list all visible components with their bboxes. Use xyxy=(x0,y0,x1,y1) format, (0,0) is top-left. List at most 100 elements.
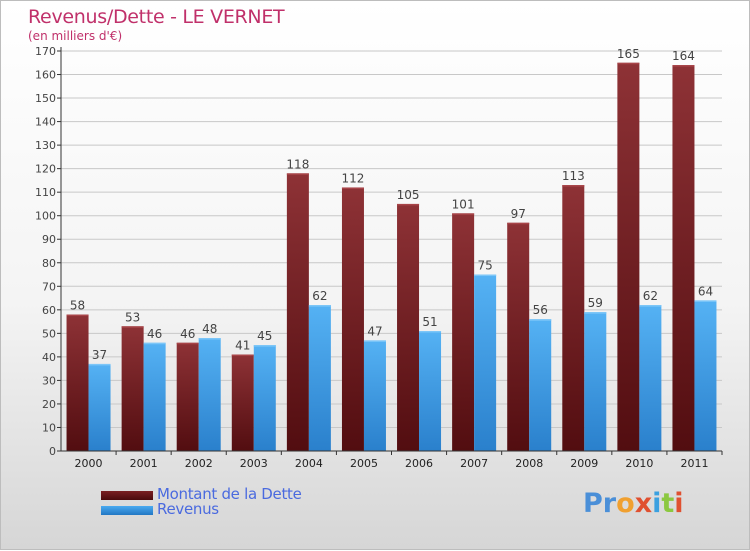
y-tick-label: 90 xyxy=(42,233,56,246)
bar-top-highlight xyxy=(617,62,640,65)
data-label-revenus: 59 xyxy=(588,296,603,310)
bar-top-highlight xyxy=(639,305,662,307)
bar-revenus-2010 xyxy=(639,305,662,451)
bar-revenus-2008 xyxy=(529,319,552,451)
bar-top-highlight xyxy=(176,342,199,345)
bar-revenus-2000 xyxy=(88,363,111,451)
x-tick-label: 2010 xyxy=(625,457,653,470)
x-tick-label: 2011 xyxy=(680,457,708,470)
data-label-revenus: 64 xyxy=(698,284,713,298)
data-label-dette: 165 xyxy=(617,47,640,61)
bar-top-highlight xyxy=(66,314,89,317)
legend-label-dette: Montant de la Dette xyxy=(157,485,302,503)
bar-dette-2000 xyxy=(66,314,89,451)
y-tick-label: 30 xyxy=(42,374,56,387)
y-tick-label: 170 xyxy=(35,45,56,58)
bar-top-highlight xyxy=(341,187,364,189)
data-label-revenus: 48 xyxy=(202,322,217,336)
bar-top-highlight xyxy=(672,65,695,67)
data-labels: 58 37 53 46 46 48 41 45 118 62 112 47 105 51 101 75 97 56… xyxy=(70,47,713,362)
data-label-dette: 112 xyxy=(342,171,365,185)
bar-top-highlight xyxy=(88,363,111,366)
data-label-revenus: 45 xyxy=(257,329,272,343)
bar-revenus-2007 xyxy=(474,274,497,451)
bar-dette-2010 xyxy=(617,62,640,451)
bar-revenus-2011 xyxy=(694,300,717,451)
x-tick-label: 2007 xyxy=(460,457,488,470)
bar-dette-2009 xyxy=(562,185,585,451)
y-tick-label: 40 xyxy=(42,351,56,364)
data-label-revenus: 51 xyxy=(422,315,437,329)
bar-top-highlight xyxy=(419,331,442,333)
y-tick-label: 110 xyxy=(35,186,56,199)
y-tick-label: 20 xyxy=(42,398,56,411)
bar-revenus-2004 xyxy=(308,305,331,451)
x-tick-label: 2004 xyxy=(295,457,323,470)
bar-top-highlight xyxy=(474,274,497,277)
bar-top-highlight xyxy=(584,312,607,314)
y-tick-label: 120 xyxy=(35,163,56,176)
gridlines xyxy=(61,50,722,428)
legend-label-revenus: Revenus xyxy=(157,500,219,518)
bar-dette-2008 xyxy=(507,222,530,451)
chart-title: Revenus/Dette - LE VERNET xyxy=(28,6,285,28)
data-label-revenus: 37 xyxy=(92,348,107,362)
bar-top-highlight xyxy=(529,319,552,321)
y-tick-label: 80 xyxy=(42,257,56,270)
y-tick-label: 70 xyxy=(42,280,56,293)
bar-top-highlight xyxy=(121,326,144,328)
data-label-revenus: 62 xyxy=(643,289,658,303)
bar-dette-2007 xyxy=(452,213,475,451)
bar-dette-2001 xyxy=(121,326,144,451)
data-label-revenus: 47 xyxy=(367,324,382,338)
y-tick-label: 150 xyxy=(35,92,56,105)
bar-revenus-2006 xyxy=(419,331,442,451)
bar-revenus-2009 xyxy=(584,312,607,451)
data-label-dette: 118 xyxy=(286,157,309,171)
bar-revenus-2002 xyxy=(198,338,221,451)
bar-top-highlight xyxy=(363,340,386,342)
x-tick-label: 2009 xyxy=(570,457,598,470)
bar-top-highlight xyxy=(308,305,331,307)
bars xyxy=(66,62,717,451)
bar-revenus-2003 xyxy=(253,345,276,451)
bar-dette-2005 xyxy=(341,187,364,451)
chart-subtitle: (en milliers d'€) xyxy=(28,29,123,43)
y-axis-ticks: 0 10 20 30 40 50 60 70 80 90 100 110 120 130 140 150 160… xyxy=(35,45,61,458)
bar-top-highlight xyxy=(562,185,585,187)
x-tick-label: 2000 xyxy=(75,457,103,470)
data-label-dette: 105 xyxy=(397,188,420,202)
x-tick-label: 2006 xyxy=(405,457,433,470)
bar-top-highlight xyxy=(143,342,166,345)
data-label-dette: 101 xyxy=(452,197,475,211)
x-tick-label: 2003 xyxy=(240,457,268,470)
y-tick-label: 60 xyxy=(42,304,56,317)
legend-swatch-revenus xyxy=(101,506,153,515)
x-tick-label: 2005 xyxy=(350,457,378,470)
x-axis-ticks: 2000 2001 2002 2003 2004 2005 2006 2007 2008 2009… xyxy=(75,451,723,470)
bar-top-highlight xyxy=(507,222,530,225)
data-label-dette: 164 xyxy=(672,49,695,63)
bar-dette-2002 xyxy=(176,342,199,451)
y-tick-label: 10 xyxy=(42,421,56,434)
bar-top-highlight xyxy=(198,338,221,340)
data-label-revenus: 75 xyxy=(477,259,492,273)
proxiti-logo: Proxiti xyxy=(583,488,684,519)
y-tick-label: 130 xyxy=(35,139,56,152)
bar-top-highlight xyxy=(452,213,475,215)
data-label-dette: 97 xyxy=(511,207,526,221)
bar-dette-2003 xyxy=(231,354,254,451)
x-tick-label: 2001 xyxy=(130,457,158,470)
data-label-revenus: 62 xyxy=(312,289,327,303)
data-label-dette: 41 xyxy=(235,339,250,353)
bar-top-highlight xyxy=(253,345,276,347)
data-label-dette: 113 xyxy=(562,169,585,183)
bar-dette-2004 xyxy=(286,173,309,451)
bar-dette-2011 xyxy=(672,65,695,451)
y-tick-label: 50 xyxy=(42,327,56,340)
bar-top-highlight xyxy=(286,173,309,175)
y-tick-label: 140 xyxy=(35,116,56,129)
bar-dette-2006 xyxy=(397,203,420,451)
